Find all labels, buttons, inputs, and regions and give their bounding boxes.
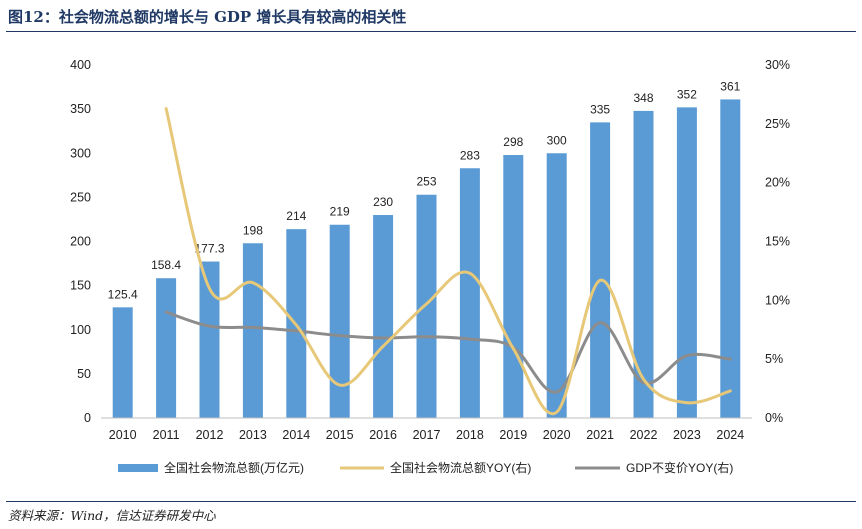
x-axis-tick-label: 2023 (673, 428, 701, 442)
bar (329, 224, 350, 418)
bar-data-label: 283 (460, 148, 480, 162)
right-axis: 0% 5% 10% 15% 20% 25% 30% (765, 58, 790, 425)
legend-label-gdp-yoy: GDP不变价YOY(右) (626, 460, 733, 475)
bar-data-label: 300 (547, 133, 567, 147)
title-rule (6, 31, 856, 32)
left-axis-tick-label: 100 (70, 323, 91, 337)
x-axis-ticks: 2010 2011 2012 2013 2014 2015 2016 2017 2018 2019… (109, 428, 744, 442)
x-axis-tick-label: 2021 (586, 428, 614, 442)
bar-data-label: 348 (633, 91, 653, 105)
source-rule (6, 501, 856, 502)
bar-data-label: 219 (330, 205, 350, 219)
figure-title: 图12：社会物流总额的增长与 GDP 增长具有较高的相关性 (8, 8, 407, 26)
bar-data-label: 214 (286, 209, 306, 223)
bar (156, 278, 177, 418)
left-axis-tick-label: 250 (70, 190, 91, 204)
bar-data-label: 158.4 (151, 258, 181, 272)
x-axis-tick-label: 2018 (456, 428, 484, 442)
bar-data-label: 352 (677, 87, 697, 101)
x-axis-tick-label: 2011 (153, 428, 180, 442)
x-axis-tick-label: 2014 (282, 428, 310, 442)
bar (720, 99, 741, 418)
bar (676, 107, 697, 419)
x-axis-tick-label: 2022 (630, 428, 658, 442)
bar-data-label: 177.3 (194, 242, 224, 256)
x-axis-tick-label: 2024 (716, 428, 744, 442)
bar (503, 155, 524, 418)
bar (546, 153, 567, 418)
line-series (164, 107, 732, 416)
line-logistics-yoy (164, 107, 732, 416)
bar-data-label: 361 (720, 79, 740, 93)
bar-data-label: 125.4 (108, 287, 138, 301)
right-axis-tick-label: 20% (765, 176, 790, 190)
left-axis-tick-label: 400 (70, 58, 91, 72)
left-axis-tick-label: 300 (70, 146, 91, 160)
bar (112, 307, 133, 418)
bar-data-label: 198 (243, 223, 263, 237)
bar-series (112, 99, 741, 419)
legend-swatch-bar (118, 464, 158, 472)
chart: 0 50 100 150 200 250 300 350 400 0% 5% 10% 15% 20% 25… (70, 58, 790, 475)
bar-data-label: 298 (503, 135, 523, 149)
left-axis: 0 50 100 150 200 250 300 350 400 (70, 58, 91, 425)
bar-labels: 125.4 158.4 177.3 198 214 219 230 253 283 298 300 3… (108, 79, 741, 301)
right-axis-tick-label: 5% (765, 352, 783, 366)
left-axis-tick-label: 350 (70, 102, 91, 116)
x-axis-tick-label: 2013 (239, 428, 267, 442)
legend: 全国社会物流总额(万亿元) 全国社会物流总额YOY(右) GDP不变价YOY(右… (118, 460, 733, 475)
bar (199, 261, 220, 418)
bar (416, 194, 437, 418)
bar-data-label: 335 (590, 102, 610, 116)
bar (590, 122, 611, 419)
legend-label-logistics-yoy: 全国社会物流总额YOY(右) (390, 460, 531, 475)
x-axis-tick-label: 2016 (369, 428, 397, 442)
left-axis-tick-label: 200 (70, 235, 91, 249)
line-gdp-yoy (164, 310, 732, 394)
left-axis-tick-label: 150 (70, 279, 91, 293)
right-axis-tick-label: 25% (765, 117, 790, 131)
left-axis-tick-label: 0 (84, 411, 91, 425)
source-note: 资料来源：Wind，信达证券研发中心 (8, 508, 216, 523)
x-axis-tick-label: 2019 (499, 428, 527, 442)
right-axis-tick-label: 10% (765, 293, 790, 307)
left-axis-tick-label: 50 (77, 367, 91, 381)
legend-label-bar: 全国社会物流总额(万亿元) (164, 460, 304, 475)
bar-data-label: 230 (373, 195, 393, 209)
x-axis-tick-label: 2020 (543, 428, 571, 442)
x-axis-tick-label: 2015 (326, 428, 354, 442)
right-axis-tick-label: 0% (765, 411, 783, 425)
bar-data-label: 253 (416, 175, 436, 189)
x-axis-tick-label: 2012 (196, 428, 224, 442)
x-axis-tick-label: 2017 (413, 428, 441, 442)
bar (459, 168, 480, 418)
bar (633, 110, 654, 418)
bar (373, 215, 394, 418)
right-axis-tick-label: 30% (765, 58, 790, 72)
right-axis-tick-label: 15% (765, 235, 790, 249)
bar (242, 243, 263, 418)
x-axis-tick-label: 2010 (109, 428, 137, 442)
